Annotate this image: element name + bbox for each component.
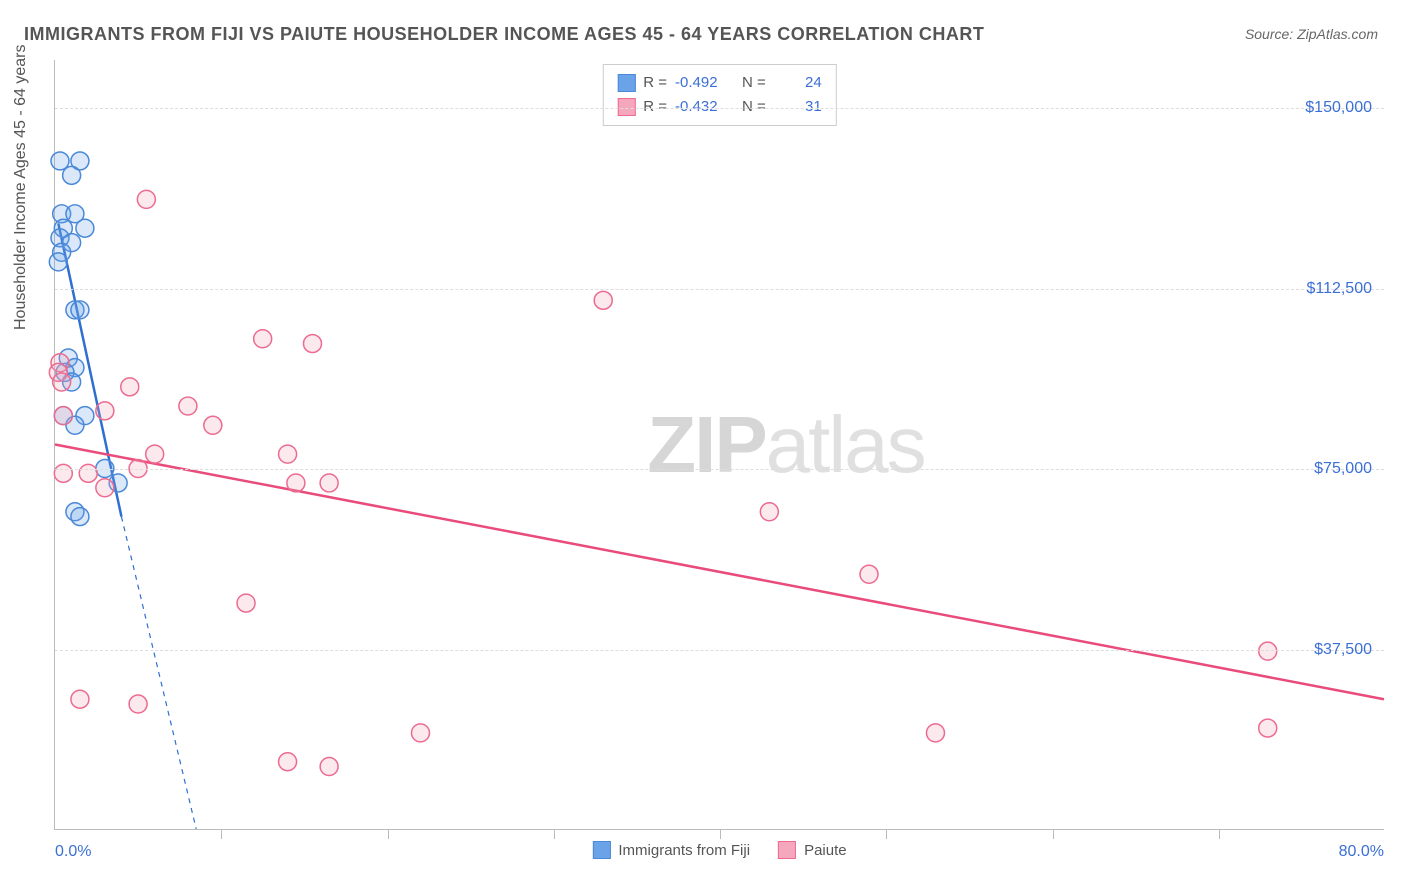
- data-point: [287, 474, 305, 492]
- data-point: [320, 474, 338, 492]
- source-label: Source: ZipAtlas.com: [1245, 26, 1378, 42]
- data-point: [860, 565, 878, 583]
- data-point: [96, 402, 114, 420]
- x-axis-label-left: 0.0%: [55, 843, 91, 861]
- legend-swatch-fiji: [617, 74, 635, 92]
- legend-swatch-fiji-2: [592, 841, 610, 859]
- gridline: [55, 289, 1384, 290]
- plot-area: ZIPatlas R = -0.492 N = 24 R = -0.432 N …: [54, 60, 1384, 830]
- data-point: [137, 190, 155, 208]
- legend-item-paiute: Paiute: [778, 841, 847, 859]
- data-point: [760, 503, 778, 521]
- chart-svg: [55, 60, 1384, 829]
- data-point: [279, 753, 297, 771]
- legend-stats-row-0: R = -0.492 N = 24: [617, 71, 821, 95]
- trend-line: [55, 445, 1384, 700]
- data-point: [71, 508, 89, 526]
- legend-series: Immigrants from Fiji Paiute: [592, 841, 846, 859]
- legend-label-fiji: Immigrants from Fiji: [618, 842, 750, 859]
- data-point: [63, 166, 81, 184]
- x-axis-label-right: 80.0%: [1339, 843, 1384, 861]
- data-point: [1259, 642, 1277, 660]
- data-point: [54, 464, 72, 482]
- n-value-paiute: 31: [774, 95, 822, 119]
- data-point: [320, 758, 338, 776]
- data-point: [121, 378, 139, 396]
- data-point: [53, 373, 71, 391]
- data-point: [71, 301, 89, 319]
- data-point: [79, 464, 97, 482]
- gridline: [55, 108, 1384, 109]
- ytick-label: $37,500: [1314, 641, 1372, 659]
- ytick-label: $112,500: [1306, 280, 1372, 298]
- legend-swatch-paiute: [617, 98, 635, 116]
- data-point: [179, 397, 197, 415]
- gridline: [55, 469, 1384, 470]
- data-point: [204, 416, 222, 434]
- r-label: R =: [643, 71, 667, 95]
- data-point: [96, 479, 114, 497]
- data-point: [71, 690, 89, 708]
- legend-label-paiute: Paiute: [804, 842, 847, 859]
- legend-stats-row-1: R = -0.432 N = 31: [617, 95, 821, 119]
- r-value-paiute: -0.432: [675, 95, 718, 119]
- n-label: N =: [742, 95, 766, 119]
- xtick: [1053, 829, 1054, 839]
- xtick: [886, 829, 887, 839]
- data-point: [411, 724, 429, 742]
- data-point: [279, 445, 297, 463]
- gridline: [55, 650, 1384, 651]
- data-point: [926, 724, 944, 742]
- r-label: R =: [643, 95, 667, 119]
- data-point: [254, 330, 272, 348]
- legend-item-fiji: Immigrants from Fiji: [592, 841, 750, 859]
- data-point: [129, 695, 147, 713]
- data-point: [1259, 719, 1277, 737]
- data-point: [54, 407, 72, 425]
- xtick: [720, 829, 721, 839]
- r-value-fiji: -0.492: [675, 71, 718, 95]
- xtick: [1219, 829, 1220, 839]
- data-point: [304, 335, 322, 353]
- y-axis-label: Householder Income Ages 45 - 64 years: [12, 45, 30, 331]
- data-point: [237, 594, 255, 612]
- chart-title: IMMIGRANTS FROM FIJI VS PAIUTE HOUSEHOLD…: [24, 24, 984, 45]
- data-point: [49, 253, 67, 271]
- n-label: N =: [742, 71, 766, 95]
- ytick-label: $150,000: [1305, 99, 1372, 117]
- data-point: [594, 291, 612, 309]
- xtick: [554, 829, 555, 839]
- xtick: [221, 829, 222, 839]
- n-value-fiji: 24: [774, 71, 822, 95]
- ytick-label: $75,000: [1314, 460, 1372, 478]
- data-point: [76, 219, 94, 237]
- data-point: [146, 445, 164, 463]
- trend-line-extension: [121, 517, 196, 829]
- legend-stats: R = -0.492 N = 24 R = -0.432 N = 31: [602, 64, 836, 126]
- xtick: [388, 829, 389, 839]
- legend-swatch-paiute-2: [778, 841, 796, 859]
